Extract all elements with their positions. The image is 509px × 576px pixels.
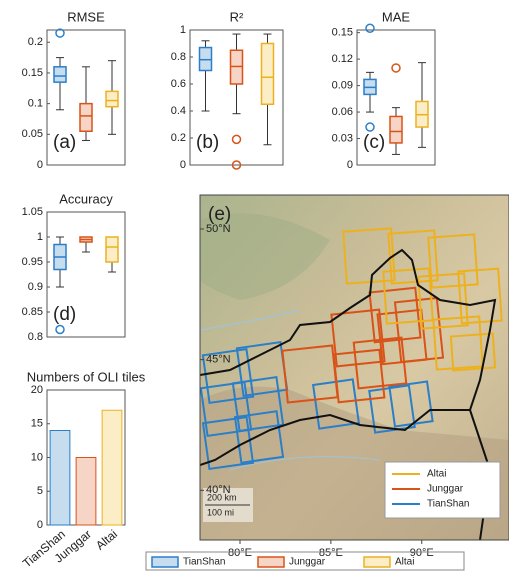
y-tick-label: 0.2 [171,132,186,144]
box [390,116,402,142]
y-tick-label: 1.05 [22,206,43,218]
y-tick-label: 0.03 [332,132,353,144]
bar [76,458,96,526]
legend-label: Altai [395,557,414,568]
outlier [392,64,400,72]
box [262,44,274,105]
legend-label: TianShan [183,557,225,568]
page: {"chart_data":[ {"type":"box","title":"R… [0,0,509,571]
y-tick-label: 0.4 [171,105,186,117]
y-tick-label: 0.15 [22,67,43,79]
y-tick-label: 0 [37,519,43,531]
outlier [56,326,64,334]
y-tick-label: 0.06 [332,106,353,118]
chart-title: R² [230,9,244,24]
panel-label: (c) [363,132,385,153]
legend-label: Junggar [289,557,326,568]
x-tick-label: Altai [93,527,120,553]
legend-swatch [364,557,390,567]
y-tick-label: 0.9 [28,281,43,293]
panel-label: (a) [53,132,76,153]
y-tick-label: 0 [347,159,353,171]
y-tick-label: 0.85 [22,306,43,318]
chart-title: Accuracy [59,191,113,206]
y-tick-label: 0.2 [28,36,43,48]
legend-swatch [152,557,178,567]
y-tick-label: 0.12 [332,53,353,65]
panel-label: (e) [208,204,231,225]
chart-title: Numbers of OLI tiles [27,369,146,384]
y-tick-label: 0.15 [332,27,353,39]
y-tick-label: 0.8 [171,51,186,63]
panel-label: (b) [196,132,219,153]
outlier [233,135,241,143]
legend-label: Junggar [427,484,464,495]
y-tick-label: 0.05 [22,128,43,140]
chart-title: RMSE [67,9,105,24]
legend-swatch [258,557,284,567]
box [106,237,118,262]
outlier [366,123,374,131]
y-tick-label: 0 [37,159,43,171]
y-tick-label: 0.95 [22,256,43,268]
scale-label: 200 km [207,492,237,502]
box [106,91,118,106]
y-tick-label: 0 [180,159,186,171]
y-tick-label: 1 [37,231,43,243]
y-tick-label: 45°N [206,354,231,366]
legend-label: TianShan [427,499,469,510]
y-tick-label: 15 [31,418,43,430]
y-tick-label: 20 [31,384,43,396]
box [54,67,66,82]
outlier [366,24,374,32]
y-tick-label: 5 [37,485,43,497]
y-tick-label: 0.8 [28,331,43,343]
panel-label: (d) [53,304,76,325]
x-tick-label: 80°E [228,547,252,559]
y-tick-label: 10 [31,451,43,463]
scale-label: 100 mi [207,507,234,517]
bar [102,410,122,525]
y-tick-label: 1 [180,24,186,36]
box [80,104,92,132]
y-tick-label: 0.1 [28,98,43,110]
legend-label: Altai [427,469,446,480]
bar [50,431,70,526]
y-tick-label: 0.09 [332,79,353,91]
figure: 0 0.05 0.1 0.15 0.2 RMSE (a) 0 0.2 0.4 0.6 0.8 1 R² (b… [0,0,509,571]
chart-title: MAE [382,9,411,24]
y-tick-label: 0.6 [171,78,186,90]
